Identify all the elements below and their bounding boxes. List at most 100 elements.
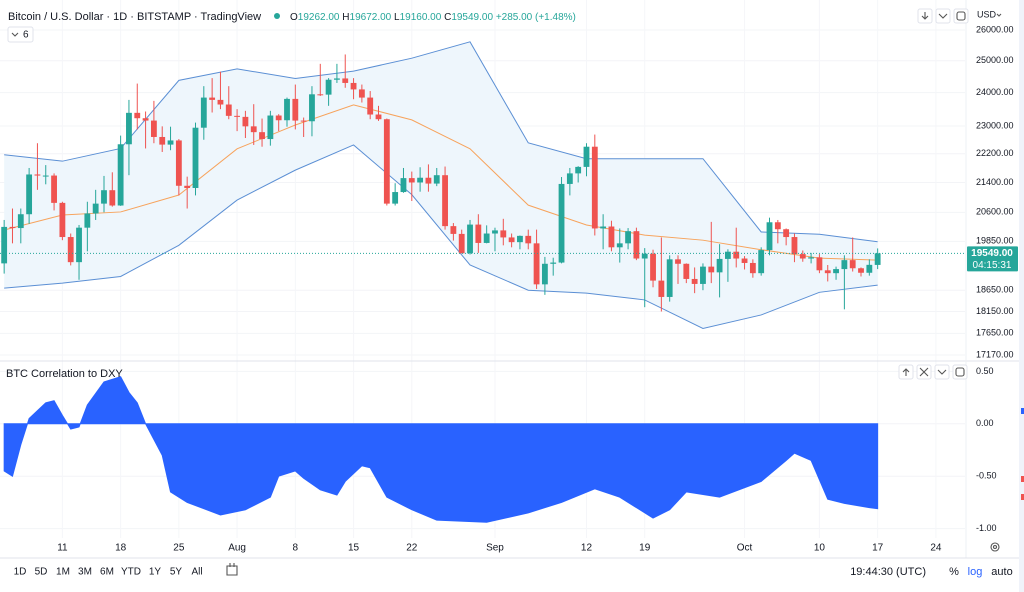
candle-body <box>425 177 432 184</box>
scale-option[interactable]: log <box>968 566 983 578</box>
candle-body <box>375 114 382 120</box>
side-marker <box>1021 494 1024 500</box>
y-tick-label: 18650.00 <box>976 285 1014 295</box>
range-button[interactable]: All <box>191 567 202 578</box>
candle-body <box>591 146 598 229</box>
candle-body <box>134 112 141 119</box>
candle-body <box>658 280 665 297</box>
candle-body <box>259 132 265 140</box>
candle-body <box>550 262 557 264</box>
candle-body <box>866 264 873 273</box>
candle-body <box>59 202 66 238</box>
x-tick-label: 18 <box>115 543 127 554</box>
range-button[interactable]: 5Y <box>170 567 183 578</box>
x-tick-label: 22 <box>406 543 418 554</box>
ohlc-key: C <box>444 12 451 23</box>
candle-body <box>9 226 16 229</box>
candle-body <box>475 224 482 243</box>
candle-body <box>833 269 839 274</box>
band-fill <box>4 41 878 329</box>
settings-icon[interactable] <box>990 542 1000 552</box>
x-tick-label: 12 <box>581 543 593 554</box>
x-tick-label: 11 <box>57 543 68 554</box>
range-button[interactable]: 1M <box>56 567 70 578</box>
candle-body <box>1 226 8 264</box>
candle-body <box>525 235 532 244</box>
countdown: 04:15:31 <box>973 260 1012 271</box>
chevron-icon <box>11 32 19 37</box>
range-button[interactable]: YTD <box>121 567 141 578</box>
date-range-icon[interactable] <box>226 563 238 576</box>
candle-body <box>76 227 82 263</box>
ohlc-key: H <box>342 12 349 23</box>
candle-body <box>342 78 349 83</box>
correlation-area <box>3 376 879 523</box>
price-label-box <box>967 246 1018 272</box>
candle-body <box>408 178 415 183</box>
candle-body <box>142 118 149 121</box>
candle-body <box>708 266 715 273</box>
candle-body <box>317 94 324 96</box>
candle-body <box>758 250 765 274</box>
maximize-button[interactable] <box>953 8 969 24</box>
candle-body <box>175 140 182 186</box>
candle-body <box>250 126 257 133</box>
chevron-icon <box>938 13 948 19</box>
square-icon <box>955 367 965 377</box>
candle-body <box>749 262 756 274</box>
x-tick-label: 19 <box>639 543 651 554</box>
plot-layer <box>0 41 965 523</box>
range-button[interactable]: 5D <box>35 567 48 578</box>
candle-body <box>541 263 548 285</box>
candle-body <box>616 243 623 248</box>
candle-body <box>309 94 315 122</box>
candle-body <box>517 235 523 243</box>
candle-body <box>92 203 99 214</box>
candle-body <box>67 237 74 263</box>
clock: 19:44:30 (UTC) <box>850 566 926 578</box>
overlay-line <box>4 41 878 243</box>
pane-buttons <box>917 8 969 24</box>
status-dot <box>274 13 280 19</box>
candle-body <box>150 120 157 137</box>
y-tick-label: 22200.00 <box>976 148 1014 158</box>
candle-body <box>109 190 116 206</box>
side-strip <box>1019 0 1024 592</box>
y-tick-label: 17650.00 <box>976 328 1014 338</box>
scale-option[interactable]: % <box>949 566 959 578</box>
indicator-toggle[interactable] <box>7 26 34 43</box>
x-tick-label: Aug <box>228 543 246 554</box>
x-tick-label: Oct <box>737 543 753 554</box>
range-button[interactable]: 6M <box>100 567 114 578</box>
symbol-title[interactable]: Bitcoin / U.S. Dollar · 1D · BITSTAMP · … <box>8 11 261 23</box>
candle-body <box>267 115 274 140</box>
overlay-line <box>4 104 878 261</box>
collapse-button[interactable] <box>935 8 951 24</box>
x-tick-label: Sep <box>486 543 504 554</box>
maximize-button[interactable] <box>952 364 968 380</box>
candle-body <box>566 173 573 184</box>
candle-body <box>492 230 498 234</box>
candle-body <box>625 231 631 244</box>
y-tick-label: 20600.00 <box>976 207 1014 217</box>
indicator-title: BTC Correlation to DXY <box>6 368 123 380</box>
range-button[interactable]: 3M <box>78 567 92 578</box>
currency[interactable]: USD <box>977 9 997 19</box>
candle-body <box>774 222 781 230</box>
candle-body <box>858 268 864 273</box>
candle-body <box>716 258 723 273</box>
range-button[interactable]: 1D <box>14 567 27 578</box>
collapse-button[interactable] <box>934 364 950 380</box>
y-tick-label: 24000.00 <box>976 87 1014 97</box>
y-tick-label: 18150.00 <box>976 306 1014 316</box>
candle-body <box>741 258 748 263</box>
range-button[interactable]: 1Y <box>149 567 162 578</box>
x-tick-label: 10 <box>814 543 826 554</box>
arrow-icon <box>902 368 910 376</box>
scale-option[interactable]: auto <box>991 566 1012 578</box>
candle-body <box>392 192 399 204</box>
candle-body <box>350 82 357 90</box>
candle-body <box>849 260 856 269</box>
bottom-toolbar: 1D 5D 1M 3M 6M YTD 1Y 5Y All% log auto <box>14 566 1013 578</box>
